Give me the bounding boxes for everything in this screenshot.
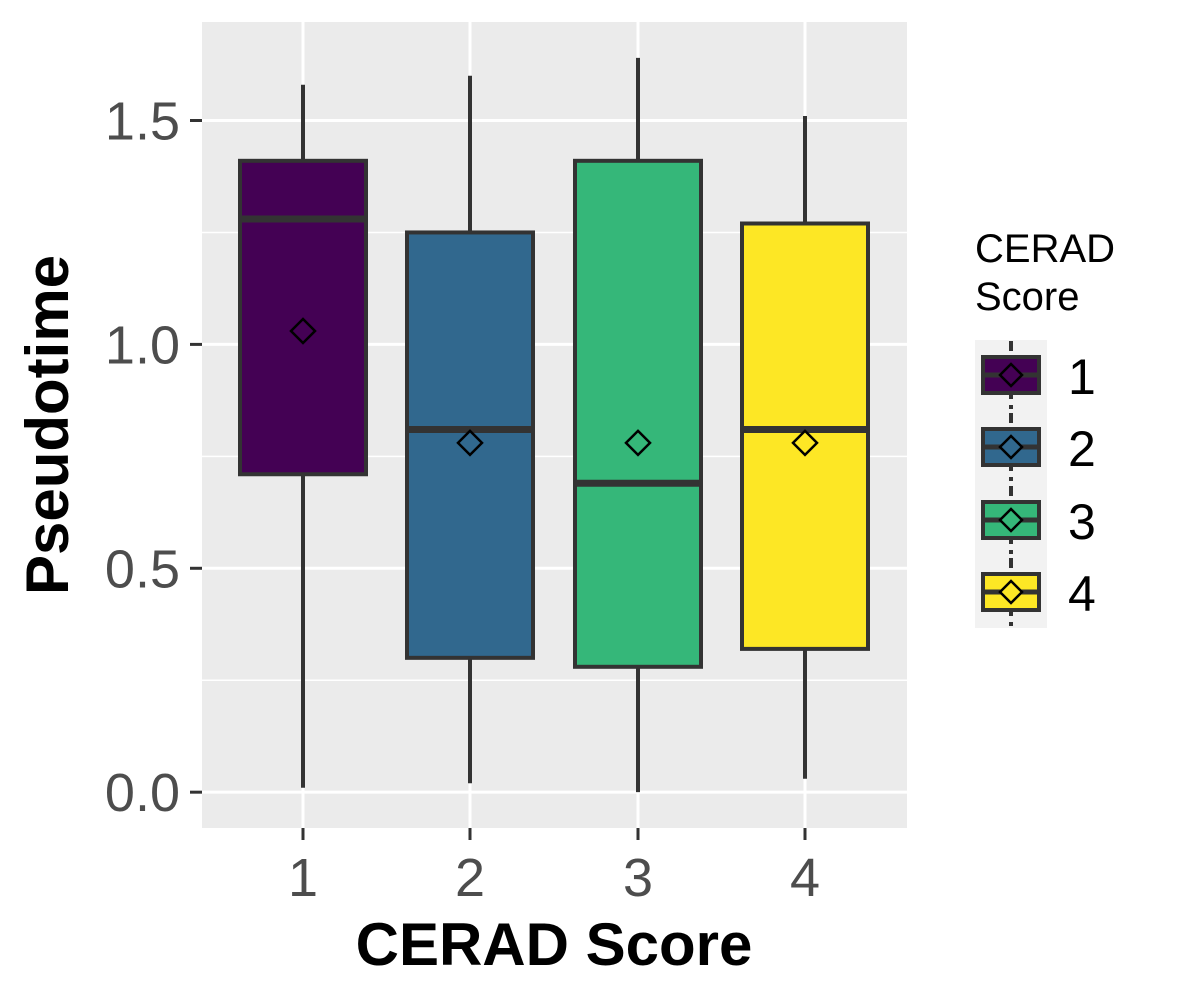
- legend-key-1: 1: [981, 341, 1096, 409]
- legend-key-2: 2: [981, 413, 1096, 481]
- legend-label: 3: [1068, 494, 1096, 550]
- x-tick-label: 4: [790, 848, 820, 908]
- legend-key-mean: [998, 579, 1024, 605]
- legend: CERAD Score 1 2 3 4: [975, 227, 1115, 628]
- mean-marker: [791, 429, 819, 457]
- y-axis-title: Pseudotime: [14, 255, 81, 595]
- legend-key-mean: [998, 507, 1024, 533]
- legend-key-mean: [998, 434, 1024, 460]
- legend-label: 4: [1068, 566, 1096, 622]
- legend-label: 2: [1068, 421, 1096, 477]
- legend-title-line-2: Score: [975, 275, 1080, 319]
- legend-label: 1: [1068, 349, 1096, 405]
- mean-marker: [456, 429, 484, 457]
- x-axis-title: CERAD Score: [356, 911, 753, 978]
- legend-key-3: 3: [981, 486, 1096, 554]
- legend-keys: 1 2 3 4: [981, 341, 1096, 626]
- legend-key-4: 4: [981, 558, 1096, 626]
- box-iqr: [573, 158, 703, 669]
- y-tick-label: 1.0: [105, 315, 180, 375]
- mean-marker: [289, 317, 317, 345]
- box-group-2: [405, 75, 535, 784]
- box-group-4: [740, 116, 870, 779]
- y-tick-label: 0.0: [105, 763, 180, 823]
- mean-marker: [624, 429, 652, 457]
- y-tick-label: 1.5: [105, 92, 180, 152]
- legend-key-mean: [998, 362, 1024, 388]
- axes: 0.0 0.5 1.0 1.5 1 2 3 4: [105, 92, 820, 908]
- box-group-3: [573, 57, 703, 793]
- legend-title-line-1: CERAD: [975, 227, 1115, 271]
- x-tick-label: 2: [455, 848, 485, 908]
- boxes: [238, 57, 870, 793]
- x-tick-label: 3: [623, 848, 653, 908]
- x-tick-label: 1: [288, 848, 318, 908]
- box-group-1: [238, 84, 368, 788]
- y-tick-label: 0.5: [105, 539, 180, 599]
